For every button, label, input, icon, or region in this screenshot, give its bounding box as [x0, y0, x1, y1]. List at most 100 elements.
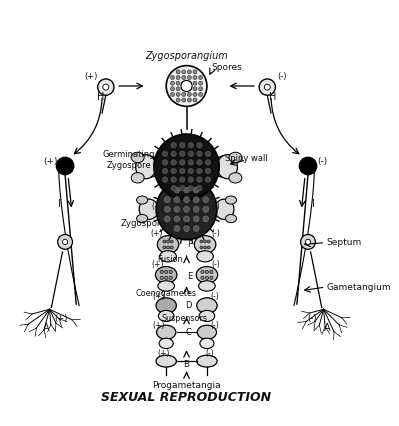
Circle shape: [201, 276, 204, 279]
Text: H: H: [269, 92, 276, 102]
Ellipse shape: [136, 214, 148, 223]
Circle shape: [188, 70, 192, 74]
Ellipse shape: [156, 355, 176, 367]
Circle shape: [182, 98, 186, 102]
Circle shape: [180, 185, 185, 191]
Circle shape: [200, 240, 203, 243]
Text: I: I: [59, 199, 61, 210]
Text: Progametangia: Progametangia: [152, 381, 221, 390]
Circle shape: [63, 239, 68, 245]
Ellipse shape: [131, 152, 144, 163]
Text: Zygosporangium: Zygosporangium: [145, 51, 228, 61]
Text: (-): (-): [212, 229, 221, 238]
Circle shape: [184, 226, 190, 231]
Circle shape: [162, 160, 168, 165]
Circle shape: [169, 270, 172, 273]
Circle shape: [174, 216, 180, 222]
Circle shape: [188, 87, 192, 91]
Circle shape: [176, 98, 180, 102]
Circle shape: [188, 185, 194, 191]
Circle shape: [181, 81, 192, 92]
Ellipse shape: [197, 325, 217, 339]
Ellipse shape: [156, 267, 177, 283]
Text: F: F: [187, 240, 192, 249]
Circle shape: [164, 216, 170, 222]
Circle shape: [305, 239, 310, 245]
Text: Spores: Spores: [212, 63, 243, 72]
Circle shape: [201, 270, 204, 273]
Circle shape: [163, 240, 166, 243]
Ellipse shape: [158, 281, 174, 291]
Circle shape: [188, 142, 194, 148]
Ellipse shape: [197, 298, 217, 314]
Circle shape: [193, 81, 197, 85]
Circle shape: [176, 70, 180, 74]
Circle shape: [188, 92, 192, 96]
Circle shape: [300, 158, 316, 175]
Ellipse shape: [197, 355, 217, 367]
Text: (-): (-): [211, 202, 220, 211]
Text: (-): (-): [308, 314, 317, 323]
Circle shape: [207, 246, 210, 249]
Circle shape: [171, 160, 176, 165]
Circle shape: [164, 276, 168, 279]
Circle shape: [171, 168, 176, 174]
Text: Gametangium: Gametangium: [326, 282, 391, 291]
Circle shape: [180, 142, 185, 148]
Text: Coenogametes: Coenogametes: [136, 289, 197, 298]
Circle shape: [188, 151, 194, 157]
Circle shape: [162, 168, 168, 174]
Circle shape: [174, 197, 180, 203]
Circle shape: [171, 185, 176, 191]
Circle shape: [184, 187, 190, 193]
Circle shape: [57, 158, 73, 175]
Circle shape: [188, 75, 192, 80]
Circle shape: [182, 75, 186, 80]
Circle shape: [176, 87, 180, 91]
Ellipse shape: [159, 338, 173, 348]
Circle shape: [180, 160, 185, 165]
Circle shape: [207, 240, 210, 243]
Ellipse shape: [136, 155, 156, 179]
Circle shape: [182, 81, 186, 85]
Circle shape: [171, 151, 176, 157]
Circle shape: [180, 177, 185, 182]
Circle shape: [174, 206, 180, 212]
Circle shape: [205, 160, 211, 165]
Circle shape: [176, 92, 180, 96]
Circle shape: [170, 87, 174, 91]
Text: (+): (+): [151, 229, 163, 238]
Circle shape: [205, 270, 209, 273]
Circle shape: [162, 151, 168, 157]
Circle shape: [300, 234, 316, 249]
Circle shape: [197, 185, 202, 191]
Ellipse shape: [157, 236, 179, 253]
Circle shape: [203, 197, 209, 203]
Ellipse shape: [199, 281, 215, 291]
Ellipse shape: [156, 298, 176, 314]
Circle shape: [197, 168, 202, 174]
Circle shape: [171, 142, 176, 148]
Circle shape: [169, 276, 172, 279]
Ellipse shape: [200, 338, 214, 348]
Ellipse shape: [199, 311, 215, 322]
Text: E: E: [187, 272, 192, 281]
Circle shape: [170, 240, 173, 243]
Circle shape: [154, 134, 219, 199]
Circle shape: [103, 84, 109, 90]
Circle shape: [164, 270, 168, 273]
Circle shape: [182, 87, 186, 91]
Ellipse shape: [229, 173, 242, 183]
Text: A: A: [43, 323, 49, 333]
Text: Spiny wall: Spiny wall: [225, 154, 268, 163]
Circle shape: [160, 270, 164, 273]
Circle shape: [176, 81, 180, 85]
Text: (+): (+): [43, 157, 57, 166]
Text: (-): (-): [210, 321, 219, 330]
Circle shape: [164, 197, 170, 203]
Circle shape: [171, 177, 176, 182]
Text: C: C: [186, 328, 192, 337]
Circle shape: [166, 66, 207, 106]
Text: (-): (-): [211, 260, 220, 269]
Circle shape: [197, 151, 202, 157]
